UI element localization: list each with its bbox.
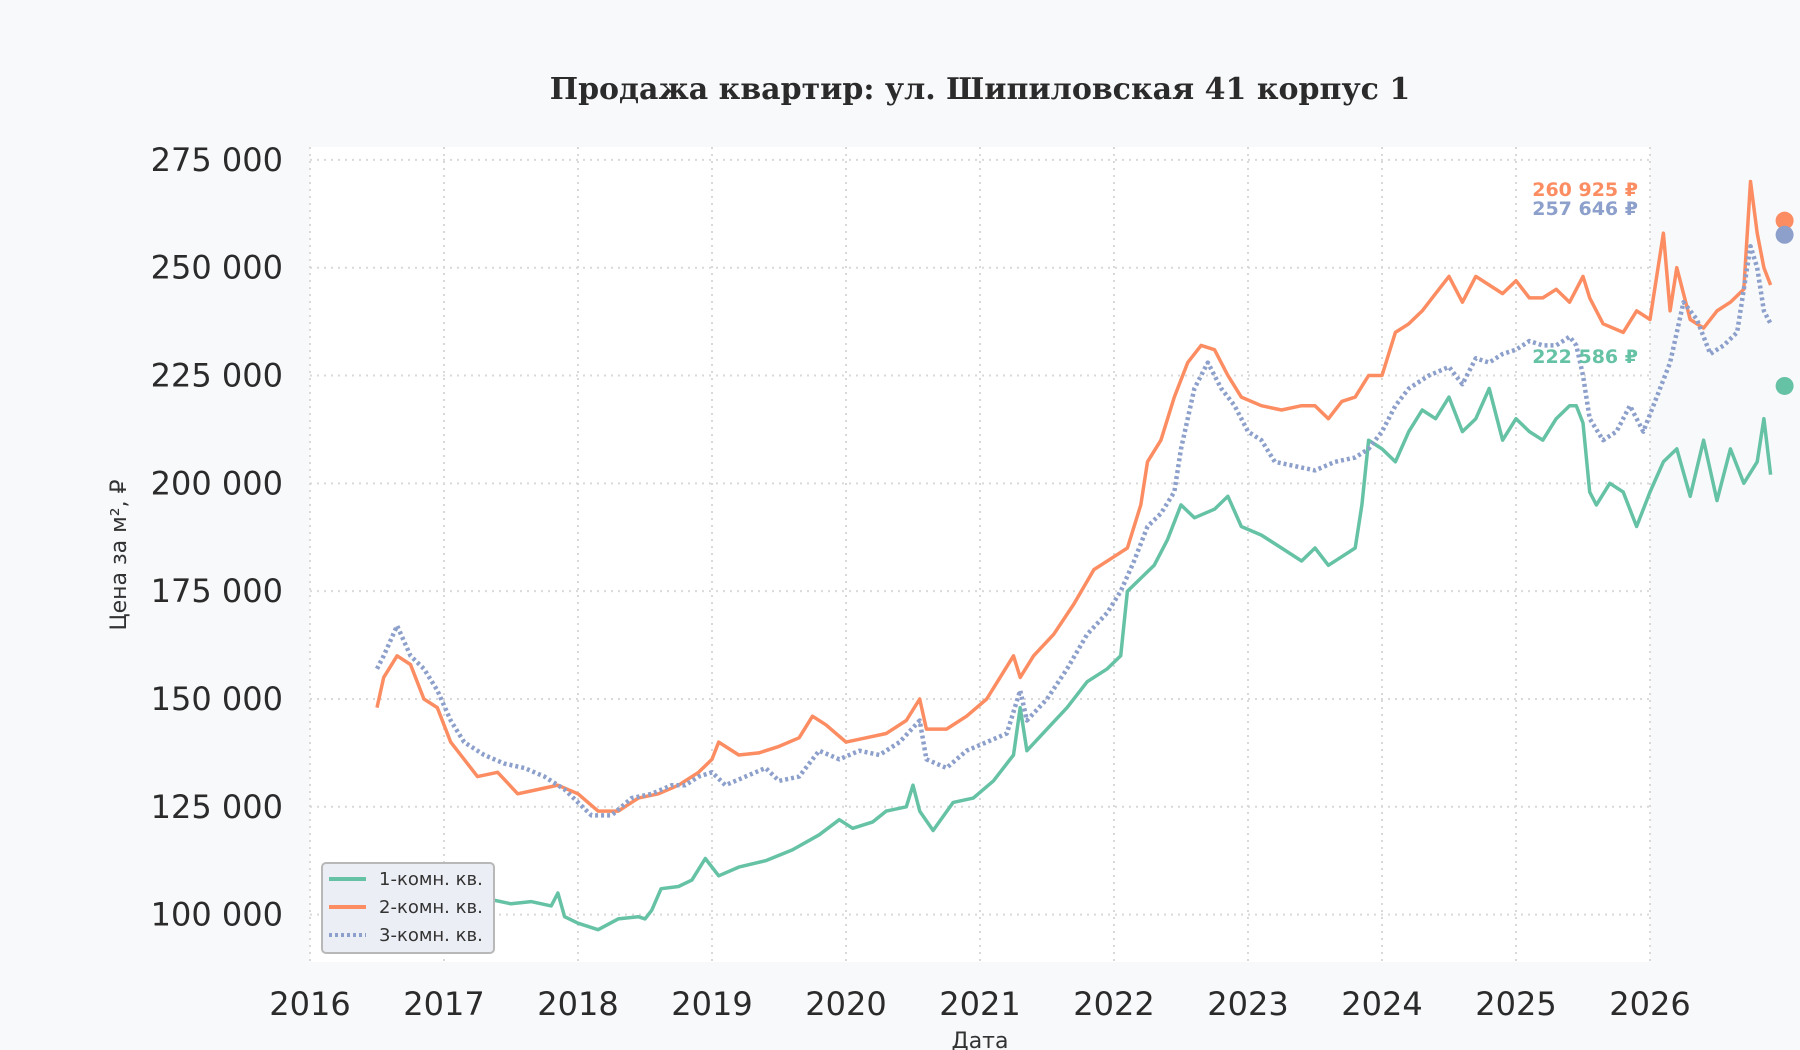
series-group — [374, 179, 1773, 932]
end-markers: 260 925 ₽257 646 ₽ 222 586 ₽ — [1532, 179, 1794, 395]
x-tick-label: 2019 — [671, 985, 752, 1023]
x-tick-label: 2016 — [269, 985, 350, 1023]
legend-label: 1-комн. кв. — [379, 869, 483, 890]
end-value-label: 260 925 ₽ — [1532, 179, 1638, 201]
y-tick-label: 275 000 — [151, 141, 283, 179]
x-tick-label: 2024 — [1341, 985, 1422, 1023]
legend-label: 2-комн. кв. — [379, 897, 483, 918]
x-tick-label: 2026 — [1609, 985, 1690, 1023]
x-tick-label: 2017 — [403, 985, 484, 1023]
x-tick-label: 2020 — [805, 985, 886, 1023]
end-point-marker — [1775, 376, 1794, 395]
x-tick-label: 2021 — [939, 985, 1020, 1023]
series-line-3 — [374, 243, 1773, 818]
chart-title: Продажа квартир: ул. Шипиловская 41 корп… — [550, 72, 1411, 107]
x-tick-label: 2025 — [1475, 985, 1556, 1023]
x-axis: 2016 2017 2018 2019 2020 2021 2022 2023 2024 2025… — [269, 985, 1690, 1023]
y-tick-label: 250 000 — [151, 249, 283, 287]
x-tick-label: 2023 — [1207, 985, 1288, 1023]
end-point-marker — [1775, 225, 1794, 244]
grid — [309, 147, 1651, 962]
y-axis: 100 000 125 000 150 000 175 000 200 000 225 0… — [151, 141, 283, 934]
x-tick-label: 2018 — [537, 985, 618, 1023]
end-value-label: 222 586 ₽ — [1532, 346, 1638, 368]
legend-label: 3-комн. кв. — [379, 925, 483, 946]
y-tick-label: 150 000 — [151, 680, 283, 718]
y-tick-label: 125 000 — [151, 788, 283, 826]
end-value-label: 257 646 ₽ — [1532, 198, 1638, 220]
series-line-1 — [376, 386, 1773, 932]
x-tick-label: 2022 — [1073, 985, 1154, 1023]
x-axis-label: Дата — [952, 1029, 1009, 1050]
legend-box — [321, 862, 495, 954]
y-axis-label: Цена за м², ₽ — [107, 479, 132, 630]
legend: 1-комн. кв. 2-комн. кв. 3-комн. кв. — [321, 862, 495, 954]
y-tick-label: 225 000 — [151, 357, 283, 395]
y-tick-label: 100 000 — [151, 896, 283, 934]
end-point-marker — [1775, 211, 1794, 230]
y-tick-label: 175 000 — [151, 572, 283, 610]
y-tick-label: 200 000 — [151, 464, 283, 502]
